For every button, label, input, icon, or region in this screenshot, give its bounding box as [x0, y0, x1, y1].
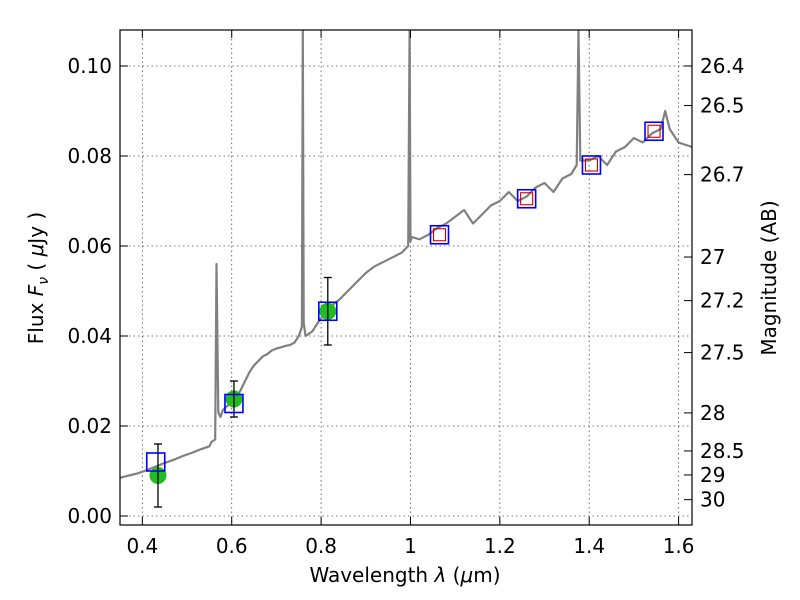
grid: [120, 30, 692, 525]
x-axis-label: Wavelength λ (μm): [309, 563, 500, 587]
model-square-marker: [644, 121, 664, 142]
y-axis-label-mu: μ: [24, 244, 48, 258]
plot-frame: [119, 29, 693, 526]
x-axis-label-prefix: Wavelength: [309, 563, 434, 587]
mag-tick-label: 28.5: [700, 439, 745, 463]
ticks: 0.4 0.6 0.8 1 1.2 1.4 1.6 0.00 0.02 0.04 0.06 0.08 0…: [67, 30, 745, 558]
model-square-marker: [429, 224, 450, 245]
model-square-marker: [224, 393, 244, 414]
mag-tick-label: 26.4: [700, 54, 745, 78]
mag-tick-label: 27.2: [700, 289, 745, 313]
spectrum-line: [120, 30, 692, 479]
y-axis-label-mid: (: [24, 256, 48, 277]
y-tick-label: 0.10: [67, 54, 112, 78]
mag-tick-label: 27.5: [700, 341, 745, 365]
y-tick-label: 0.08: [67, 144, 112, 168]
x-axis-label-suffix: m): [473, 563, 500, 587]
nir-square-marker: [647, 124, 661, 138]
mag-tick-label: 28: [700, 401, 725, 425]
nir-square-marker: [584, 158, 599, 172]
y-axis-label-prefix: Flux: [24, 296, 48, 344]
mag-tick-label: 27: [700, 245, 725, 269]
x-tick-label: 1.6: [663, 534, 695, 558]
plot-area: [120, 30, 692, 508]
model-square-marker: [145, 452, 166, 472]
x-tick-label: 1: [404, 534, 417, 558]
model-square-marker: [317, 301, 338, 322]
y2-axis-label: Magnitude (AB): [757, 200, 781, 355]
model-square-marker: [581, 155, 602, 175]
x-tick-label: 0.6: [216, 534, 248, 558]
x-axis-label-mid: (: [446, 563, 460, 587]
mag-tick-label: 26.5: [700, 94, 745, 118]
x-tick-label: 1.2: [484, 534, 516, 558]
x-tick-label: 1.4: [573, 534, 605, 558]
y-axis-label-var: F: [24, 284, 48, 296]
mag-tick-label: 29: [700, 463, 725, 487]
nir-square-marker: [432, 228, 447, 242]
y-tick-label: 0.06: [67, 234, 112, 258]
y-axis-label-suffix: Jy ): [24, 212, 48, 246]
x-tick-label: 0.8: [305, 534, 337, 558]
x-axis-label-var: λ: [433, 563, 446, 587]
y-axis-label: Flux Fν ( μJy ): [24, 212, 52, 344]
mag-tick-label: 26.7: [700, 163, 745, 187]
x-axis-label-mu: μ: [459, 563, 473, 587]
nir-square-marker: [520, 192, 534, 206]
y-axis-label-sub: ν: [36, 277, 52, 285]
model-square-marker: [516, 188, 537, 209]
y-tick-label: 0.00: [67, 504, 112, 528]
mag-tick-label: 30: [700, 488, 725, 512]
x-tick-label: 0.4: [126, 534, 158, 558]
y-tick-label: 0.04: [67, 324, 112, 348]
y-tick-label: 0.02: [67, 414, 112, 438]
